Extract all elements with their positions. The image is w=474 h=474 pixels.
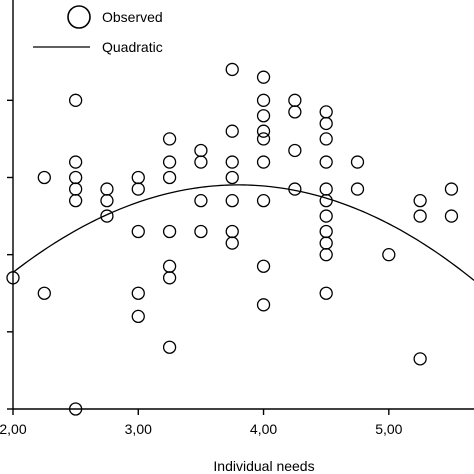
data-point	[256, 70, 271, 84]
data-point	[162, 271, 177, 285]
data-point	[225, 224, 239, 239]
data-point	[256, 124, 271, 138]
axes: 2,00 3,00 4,00 5,00	[0, 0, 474, 437]
data-point	[68, 170, 83, 185]
data-point	[319, 116, 333, 131]
data-point	[68, 193, 83, 208]
data-point	[131, 224, 145, 239]
data-point	[225, 155, 239, 169]
data-point	[225, 62, 239, 77]
quadratic-curve	[12, 184, 474, 281]
data-point	[256, 193, 271, 208]
data-point	[413, 352, 427, 366]
data-point	[194, 193, 208, 208]
data-point	[37, 286, 51, 300]
data-point	[194, 224, 208, 239]
data-point	[194, 143, 208, 158]
data-point	[131, 182, 145, 196]
data-point	[162, 155, 177, 169]
data-point	[319, 224, 333, 239]
data-point	[162, 224, 177, 239]
data-point	[256, 259, 271, 273]
data-point	[256, 298, 271, 312]
legend-quadratic-label: Quadratic	[102, 39, 163, 55]
data-point	[100, 209, 114, 223]
data-point	[319, 236, 333, 250]
data-point	[162, 132, 177, 146]
data-point	[225, 124, 239, 138]
data-point	[225, 170, 239, 185]
data-point	[225, 193, 239, 208]
data-point	[288, 143, 302, 158]
x-tick-label: 5,00	[375, 421, 402, 437]
data-point	[288, 93, 302, 107]
legend-observed-marker	[67, 5, 91, 29]
data-point	[162, 340, 177, 354]
data-point	[319, 209, 333, 223]
data-point	[319, 248, 333, 262]
data-point	[256, 155, 271, 169]
data-point	[37, 170, 51, 185]
data-point	[68, 155, 83, 169]
legend-observed-label: Observed	[102, 9, 163, 25]
data-point	[350, 182, 365, 196]
data-point	[100, 182, 114, 196]
data-point	[319, 286, 333, 300]
data-point	[68, 402, 83, 416]
data-point	[68, 93, 83, 107]
data-point	[382, 248, 396, 262]
observed-points	[6, 62, 459, 416]
data-point	[162, 170, 177, 185]
data-point	[100, 193, 114, 208]
data-point	[256, 93, 271, 107]
data-point	[225, 236, 239, 250]
data-point	[413, 193, 427, 208]
x-tick-label: 3,00	[125, 421, 152, 437]
data-point	[131, 309, 145, 324]
data-point	[319, 132, 333, 146]
x-axis-label: Individual needs	[213, 458, 314, 474]
data-point	[194, 155, 208, 169]
data-point	[131, 170, 145, 185]
x-tick-label: 2,00	[0, 421, 27, 437]
x-tick-label: 4,00	[250, 421, 277, 437]
data-point	[256, 132, 271, 146]
data-point	[444, 182, 459, 196]
data-point	[131, 286, 145, 300]
data-point	[319, 182, 333, 196]
data-point	[256, 109, 271, 123]
data-point	[413, 209, 427, 223]
data-point	[319, 105, 333, 119]
data-point	[350, 155, 365, 169]
data-point	[288, 105, 302, 119]
legend: Observed Quadratic	[33, 5, 163, 55]
data-point	[68, 182, 83, 196]
data-point	[319, 155, 333, 169]
quadratic-fit	[12, 184, 474, 281]
data-point	[444, 209, 459, 223]
data-point	[162, 259, 177, 273]
